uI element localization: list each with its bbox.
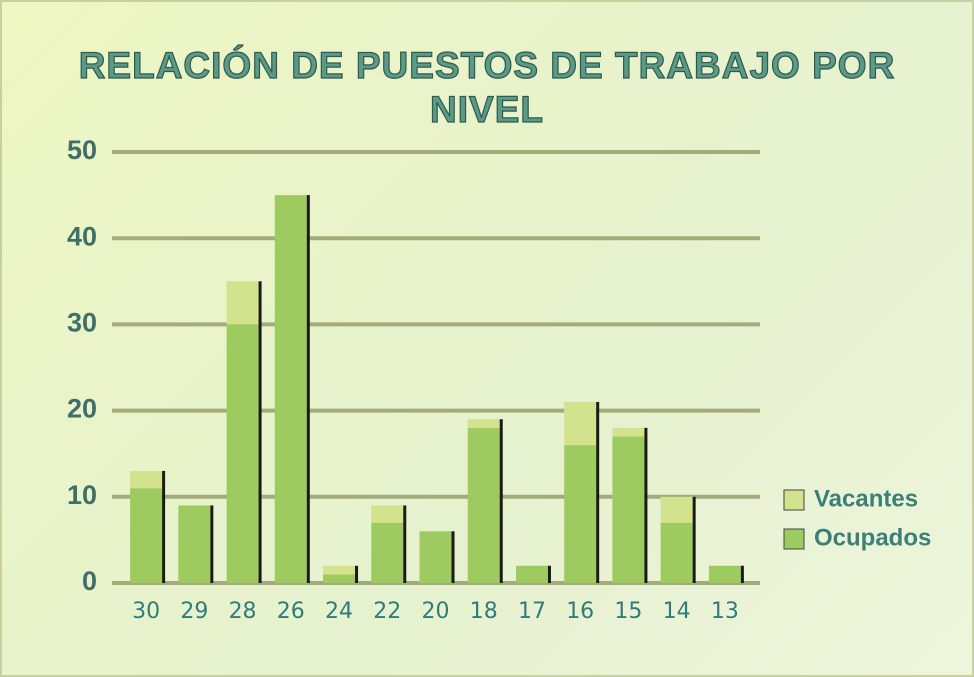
bar-shadow <box>644 427 648 583</box>
bar-segment <box>226 324 259 583</box>
y-tick-label: 40 <box>67 221 97 251</box>
y-tick-label: 10 <box>67 480 97 510</box>
bar-segment <box>564 445 597 583</box>
bar-segment <box>371 505 404 523</box>
legend-label: Ocupados <box>814 524 931 551</box>
bar-segment <box>323 574 356 583</box>
x-tick-label: 22 <box>373 599 401 624</box>
bar-shadow <box>692 496 696 583</box>
bar-shadow <box>499 419 503 583</box>
x-tick-label: 18 <box>470 599 498 624</box>
bar-shadow <box>258 281 262 583</box>
bar-shadow <box>596 401 600 583</box>
bar-shadow <box>547 565 551 583</box>
bar-shadow <box>451 531 455 583</box>
bar-shadow <box>740 565 744 583</box>
x-tick-label: 26 <box>277 599 305 624</box>
chart-title: RELACIÓN DE PUESTOS DE TRABAJO POR NIVEL <box>78 44 896 130</box>
x-tick-label: 30 <box>132 599 160 624</box>
bar-segment <box>467 419 500 428</box>
bar-segment <box>419 531 452 583</box>
y-tick-label: 0 <box>82 566 97 596</box>
x-tick-label: 14 <box>663 599 691 624</box>
y-tick-label: 20 <box>67 394 97 424</box>
y-tick-label: 50 <box>67 135 97 165</box>
bar-segment <box>612 436 645 583</box>
bar-shadow <box>210 505 214 583</box>
bar-shadow <box>306 195 310 583</box>
bar-segment <box>226 281 259 325</box>
bar-segment <box>178 505 211 583</box>
bar-segment <box>660 522 693 583</box>
y-tick-label: 30 <box>67 308 97 338</box>
bar-shadow <box>403 505 407 583</box>
x-tick-label: 15 <box>614 599 642 624</box>
bar-segment <box>708 565 741 583</box>
bar-segment <box>130 488 163 583</box>
bar-segment <box>323 565 356 575</box>
x-tick-label: 29 <box>180 599 208 624</box>
x-tick-label: 24 <box>325 599 353 624</box>
bar-segment <box>612 427 645 437</box>
bar-segment <box>564 401 597 446</box>
x-tick-label: 20 <box>422 599 450 624</box>
bar-segment <box>467 427 500 583</box>
x-tick-label: 13 <box>711 599 739 624</box>
bar-segment <box>371 522 404 583</box>
bar-segment <box>660 496 693 523</box>
bar-segment <box>274 195 307 583</box>
x-tick-label: 16 <box>566 599 594 624</box>
x-tick-label: 28 <box>229 599 257 624</box>
bar-shadow <box>162 470 166 583</box>
legend-swatch <box>783 489 805 511</box>
legend-label: Vacantes <box>814 485 918 512</box>
legend-swatch <box>783 528 805 550</box>
bar-segment <box>130 470 163 489</box>
bar-shadow <box>355 565 359 583</box>
x-tick-label: 17 <box>518 599 546 624</box>
bar-segment <box>515 565 548 583</box>
